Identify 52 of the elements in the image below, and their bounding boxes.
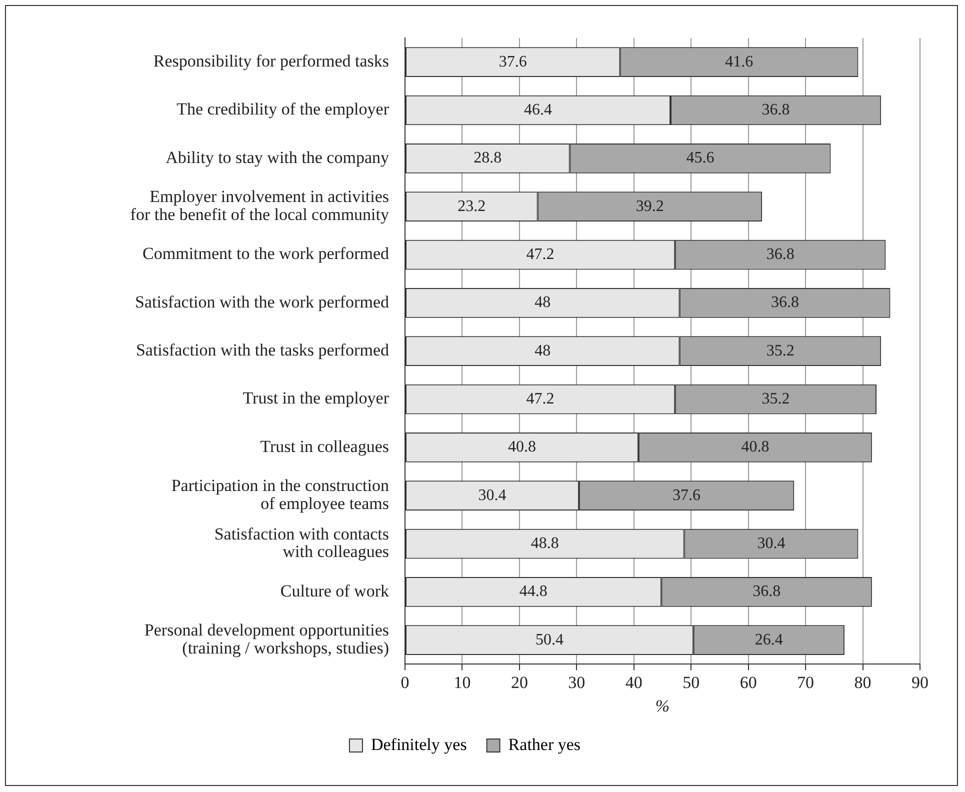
data-label: 40.8 bbox=[741, 438, 770, 456]
data-label: 47.2 bbox=[526, 390, 554, 408]
data-label: 36.8 bbox=[752, 583, 781, 600]
data-label: 30.4 bbox=[757, 534, 786, 552]
data-label: 47.2 bbox=[526, 246, 554, 263]
y-tick-label: Personal development opportunities (training / workshops, studies) bbox=[144, 620, 389, 658]
x-tick-label: 30 bbox=[568, 672, 586, 692]
x-tick-label: 80 bbox=[854, 672, 872, 692]
data-label: 50.4 bbox=[535, 631, 564, 648]
y-tick-label: Culture of work bbox=[280, 581, 390, 600]
x-tick-label: 0 bbox=[400, 672, 410, 692]
data-label: 28.8 bbox=[474, 150, 502, 167]
y-tick-label: Employer involvement in activities for the benefit of the local community bbox=[130, 187, 390, 224]
y-tick-label: Trust in colleagues bbox=[260, 436, 389, 456]
y-tick-label: Trust in the employer bbox=[242, 388, 390, 408]
x-tick-label: 70 bbox=[797, 672, 814, 692]
y-tick-label: Satisfaction with contacts with colleagues bbox=[214, 524, 389, 562]
y-tick-label: The credibility of the employer bbox=[176, 100, 390, 119]
data-label: 37.6 bbox=[498, 53, 527, 70]
data-label: 36.8 bbox=[770, 294, 799, 312]
data-label: 37.6 bbox=[672, 486, 701, 504]
x-tick-label: 90 bbox=[912, 672, 928, 692]
data-label: 30.4 bbox=[478, 486, 506, 504]
y-tick-label: Responsibility for performed tasks bbox=[153, 52, 389, 71]
data-label: 36.8 bbox=[762, 101, 790, 118]
data-label: 44.8 bbox=[519, 583, 548, 600]
data-label: 48 bbox=[534, 294, 551, 312]
data-label: 23.2 bbox=[458, 198, 486, 215]
data-label: 39.2 bbox=[636, 198, 664, 215]
x-tick-label: 50 bbox=[682, 672, 700, 692]
y-tick-label: Satisfaction with the tasks performed bbox=[136, 340, 390, 360]
data-label: 35.2 bbox=[766, 342, 794, 360]
data-label: 35.2 bbox=[762, 390, 790, 408]
y-tick-label: Participation in the construction of employee teams bbox=[171, 476, 390, 513]
x-tick-label: 10 bbox=[454, 672, 471, 692]
data-label: 26.4 bbox=[754, 631, 783, 648]
data-label: 48 bbox=[534, 342, 551, 360]
y-tick-label: Satisfaction with the work performed bbox=[135, 292, 390, 312]
x-tick-label: 40 bbox=[625, 672, 642, 692]
y-tick-label: Commitment to the work performed bbox=[142, 244, 390, 264]
data-label: 46.4 bbox=[524, 101, 552, 118]
legend-label: Rather yes bbox=[508, 734, 581, 754]
x-tick-label: 20 bbox=[510, 672, 528, 692]
data-label: 41.6 bbox=[725, 53, 754, 70]
y-tick-label: Ability to stay with the company bbox=[166, 148, 390, 167]
data-label: 48.8 bbox=[530, 534, 559, 552]
data-label: 40.8 bbox=[508, 438, 536, 456]
data-label: 45.6 bbox=[686, 150, 714, 167]
legend-label: Definitely yes bbox=[370, 734, 467, 754]
data-label: 36.8 bbox=[766, 246, 794, 263]
x-axis-title: % bbox=[655, 696, 670, 716]
x-tick-label: 60 bbox=[740, 672, 757, 692]
